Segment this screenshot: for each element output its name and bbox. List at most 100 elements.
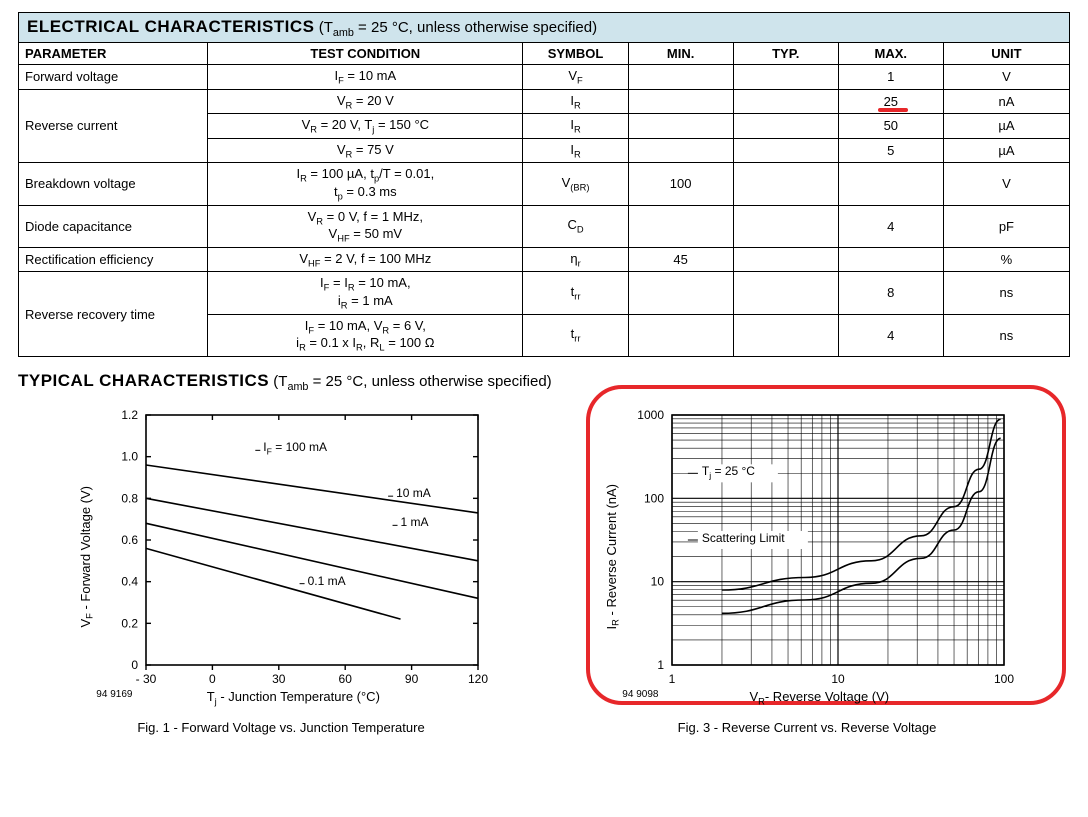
table-row: Diode capacitanceVR = 0 V, f = 1 MHz,VHF…: [19, 205, 1070, 247]
svg-text:0.4: 0.4: [122, 574, 139, 588]
unit-cell: V: [943, 163, 1069, 205]
symbol-cell: ηr: [523, 247, 628, 272]
typ-cell: [733, 138, 838, 163]
svg-text:1: 1: [669, 672, 676, 686]
svg-text:10: 10: [651, 574, 665, 588]
typ-cell: [733, 114, 838, 139]
param-cell: Diode capacitance: [19, 205, 208, 247]
min-cell: [628, 138, 733, 163]
typical-characteristics-header: TYPICAL CHARACTERISTICS (Tamb = 25 °C, u…: [18, 357, 1070, 399]
electrical-cond-rest: = 25 °C, unless otherwise specified): [354, 19, 597, 36]
fig1-block: VF - Forward Voltage (V) - 3003060901200…: [74, 407, 489, 736]
table-row: Reverse currentVR = 20 VIR25nA: [19, 89, 1070, 114]
min-cell: 100: [628, 163, 733, 205]
min-cell: [628, 272, 733, 314]
svg-text:1: 1: [658, 658, 665, 672]
max-cell: [838, 247, 943, 272]
min-cell: [628, 65, 733, 90]
fig3-fignum: 94 9098: [622, 689, 658, 700]
test-condition-cell: VR = 20 V: [208, 89, 523, 114]
table-row: Breakdown voltageIR = 100 µA, tp/T = 0.0…: [19, 163, 1070, 205]
fig3-caption: Fig. 3 - Reverse Current vs. Reverse Vol…: [678, 720, 937, 735]
unit-cell: µA: [943, 138, 1069, 163]
param-cell: Reverse current: [19, 89, 208, 163]
param-cell: Breakdown voltage: [19, 163, 208, 205]
col-max: MAX.: [838, 43, 943, 65]
min-cell: [628, 314, 733, 356]
typ-cell: [733, 314, 838, 356]
typical-title: TYPICAL CHARACTERISTICS: [18, 371, 269, 390]
svg-text:30: 30: [272, 672, 286, 686]
test-condition-cell: IR = 100 µA, tp/T = 0.01,tp = 0.3 ms: [208, 163, 523, 205]
param-cell: Rectification efficiency: [19, 247, 208, 272]
svg-text:0: 0: [132, 658, 139, 672]
typ-cell: [733, 65, 838, 90]
unit-cell: µA: [943, 114, 1069, 139]
fig3-block: IR - Reverse Current (nA) 1 10 100 1 10 100 10…: [600, 407, 1015, 736]
col-symbol: SYMBOL: [523, 43, 628, 65]
symbol-cell: trr: [523, 314, 628, 356]
col-parameter: PARAMETER: [19, 43, 208, 65]
svg-text:60: 60: [339, 672, 353, 686]
min-cell: [628, 114, 733, 139]
electrical-characteristics-header: ELECTRICAL CHARACTERISTICS (Tamb = 25 °C…: [18, 12, 1070, 42]
col-test_condition: TEST CONDITION: [208, 43, 523, 65]
symbol-cell: IR: [523, 89, 628, 114]
unit-cell: ns: [943, 314, 1069, 356]
symbol-cell: IR: [523, 138, 628, 163]
test-condition-cell: IF = IR = 10 mA,iR = 1 mA: [208, 272, 523, 314]
table-row: Rectification efficiencyVHF = 2 V, f = 1…: [19, 247, 1070, 272]
symbol-cell: trr: [523, 272, 628, 314]
electrical-title: ELECTRICAL CHARACTERISTICS: [27, 17, 315, 36]
svg-text:120: 120: [468, 672, 488, 686]
unit-cell: V: [943, 65, 1069, 90]
max-cell: 8: [838, 272, 943, 314]
electrical-cond-prefix: (T: [319, 19, 333, 36]
electrical-characteristics-table: PARAMETERTEST CONDITIONSYMBOLMIN.TYP.MAX…: [18, 42, 1070, 357]
min-cell: [628, 89, 733, 114]
unit-cell: pF: [943, 205, 1069, 247]
typ-cell: [733, 163, 838, 205]
fig1-ylabel: VF - Forward Voltage (V): [74, 486, 99, 628]
svg-text:100: 100: [994, 672, 1014, 686]
col-min: MIN.: [628, 43, 733, 65]
svg-text:0.6: 0.6: [122, 533, 139, 547]
fig1-xlabel: Tj - Junction Temperature (°C): [207, 689, 380, 707]
max-cell: 4: [838, 314, 943, 356]
annotated-max: 25: [884, 94, 898, 109]
unit-cell: %: [943, 247, 1069, 272]
fig3-ylabel: IR - Reverse Current (nA): [600, 484, 625, 629]
max-cell: [838, 163, 943, 205]
fig3-plot: 1101001101001000Tj = 25 °CScattering Lim…: [624, 407, 1014, 687]
fig1-plot: - 30030609012000.20.40.60.81.01.2IF = 10…: [98, 407, 488, 687]
svg-text:1.0: 1.0: [122, 449, 139, 463]
typ-cell: [733, 247, 838, 272]
param-cell: Reverse recovery time: [19, 272, 208, 356]
svg-text:- 30: - 30: [136, 672, 157, 686]
svg-text:1.2: 1.2: [122, 408, 139, 422]
test-condition-cell: VR = 0 V, f = 1 MHz,VHF = 50 mV: [208, 205, 523, 247]
typical-cond-prefix: (T: [273, 373, 287, 390]
min-cell: [628, 205, 733, 247]
fig3-xlabel: VR- Reverse Voltage (V): [749, 689, 889, 707]
test-condition-cell: IF = 10 mA: [208, 65, 523, 90]
test-condition-cell: VR = 20 V, Tj = 150 °C: [208, 114, 523, 139]
param-cell: Forward voltage: [19, 65, 208, 90]
svg-text:100: 100: [644, 491, 664, 505]
svg-text:1000: 1000: [638, 408, 665, 422]
svg-text:10: 10: [832, 672, 846, 686]
fig1-caption: Fig. 1 - Forward Voltage vs. Junction Te…: [137, 720, 424, 735]
unit-cell: nA: [943, 89, 1069, 114]
typ-cell: [733, 205, 838, 247]
fig1-fignum: 94 9169: [96, 689, 132, 700]
max-cell: 25: [838, 89, 943, 114]
col-unit: UNIT: [943, 43, 1069, 65]
charts-row: VF - Forward Voltage (V) - 3003060901200…: [18, 407, 1070, 736]
symbol-cell: V(BR): [523, 163, 628, 205]
table-row: Reverse recovery timeIF = IR = 10 mA,iR …: [19, 272, 1070, 314]
symbol-cell: IR: [523, 114, 628, 139]
typical-cond-rest: = 25 °C, unless otherwise specified): [308, 373, 551, 390]
symbol-cell: VF: [523, 65, 628, 90]
test-condition-cell: VHF = 2 V, f = 100 MHz: [208, 247, 523, 272]
symbol-cell: CD: [523, 205, 628, 247]
